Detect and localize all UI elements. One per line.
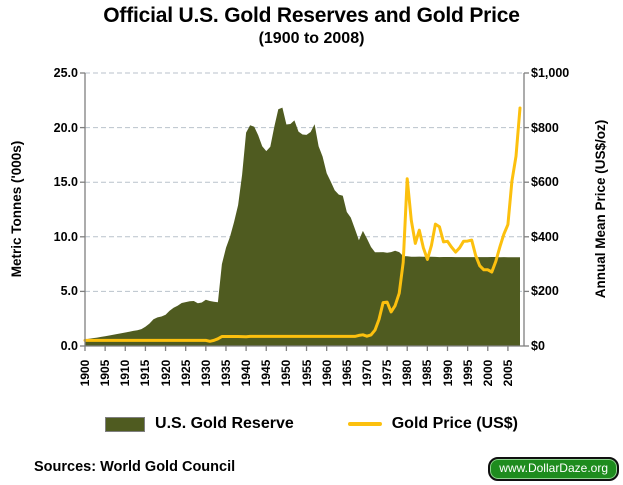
x-axis-tick-label: 1940 bbox=[239, 359, 254, 387]
y-axis-tick-label: 20.0 bbox=[53, 120, 78, 135]
x-axis-tick-label: 1920 bbox=[158, 359, 173, 387]
x-axis-tick-label: 1945 bbox=[259, 359, 274, 387]
x-axis-tick-label: 1995 bbox=[460, 359, 475, 387]
legend-area-label: U.S. Gold Reserve bbox=[155, 415, 294, 432]
right-axis-title: Annual Mean Price (US$/oz) bbox=[593, 119, 608, 299]
y-axis-tick-label: $0 bbox=[531, 339, 545, 353]
x-axis-tick-label: 1915 bbox=[138, 359, 153, 387]
y-axis-tick-label: $600 bbox=[531, 175, 559, 190]
x-axis-tick-label: 1935 bbox=[218, 359, 233, 387]
x-axis-tick-label: 1925 bbox=[178, 359, 193, 387]
y-axis-tick-label: 5.0 bbox=[60, 284, 78, 299]
plot-svg bbox=[80, 72, 529, 351]
chart-subtitle: (1900 to 2008) bbox=[258, 30, 365, 47]
gold-reserve-area bbox=[85, 107, 520, 346]
x-axis-tick-label: 2005 bbox=[500, 359, 515, 387]
x-axis-tick-label: 1905 bbox=[98, 359, 113, 387]
x-axis-tick-label: 1980 bbox=[400, 359, 415, 387]
x-axis-tick-label: 1930 bbox=[198, 359, 213, 387]
left-axis-title: Metric Tonnes ('000s) bbox=[9, 140, 24, 278]
y-axis-tick-label: 15.0 bbox=[53, 175, 78, 190]
legend: U.S. Gold Reserve Gold Price (US$) bbox=[0, 410, 623, 438]
y-axis-tick-label: 10.0 bbox=[53, 229, 78, 244]
x-axis-tick-label: 1985 bbox=[420, 359, 435, 387]
legend-line-label: Gold Price (US$) bbox=[391, 415, 518, 432]
sources-note: Sources: World Gold Council bbox=[34, 459, 236, 475]
y-axis-tick-label: $800 bbox=[531, 120, 559, 135]
chart-title: Official U.S. Gold Reserves and Gold Pri… bbox=[103, 4, 520, 27]
y-axis-tick-label: $200 bbox=[531, 284, 559, 299]
y-axis-tick-label: $400 bbox=[531, 229, 559, 244]
x-axis-tick-label: 1960 bbox=[319, 359, 334, 387]
x-axis-tick-label: 1990 bbox=[440, 359, 455, 387]
x-axis-tick-label: 1955 bbox=[299, 359, 314, 387]
x-axis-tick-label: 1970 bbox=[359, 359, 374, 387]
x-axis-tick-label: 1910 bbox=[118, 359, 133, 387]
x-axis-tick-label: 1965 bbox=[339, 359, 354, 387]
dollardaze-badge-link[interactable]: www.DollarDaze.org bbox=[488, 457, 619, 481]
y-axis-tick-label: 0.0 bbox=[60, 339, 78, 353]
y-axis-tick-label: 25.0 bbox=[53, 66, 78, 80]
gold-price-line bbox=[83, 106, 522, 343]
x-axis-tick-label: 1975 bbox=[380, 359, 395, 387]
x-axis-tick-label: 1900 bbox=[78, 359, 92, 387]
y-axis-tick-label: $1,000 bbox=[531, 66, 570, 80]
legend-line-swatch bbox=[347, 422, 382, 426]
legend-area-swatch bbox=[105, 416, 146, 432]
x-axis-tick-label: 2000 bbox=[480, 359, 495, 387]
x-axis-tick-label: 1950 bbox=[279, 359, 294, 387]
